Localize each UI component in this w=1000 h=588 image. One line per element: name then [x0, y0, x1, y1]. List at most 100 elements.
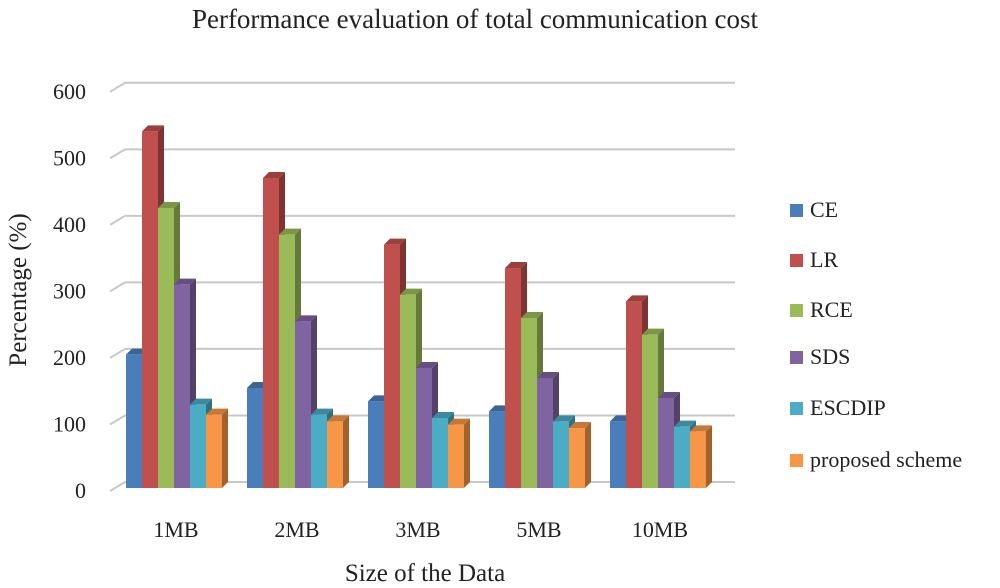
legend: CE LR RCE SDS ESCDIP proposed scheme: [790, 197, 962, 472]
bar-side: [585, 422, 591, 488]
bar-front: [126, 354, 142, 488]
bar-top: [295, 315, 317, 322]
bar-front: [190, 404, 206, 488]
y-tick-label: 600: [53, 79, 86, 104]
bar-front: [553, 421, 569, 488]
bar-top: [384, 238, 406, 245]
x-tick-label: 5MB: [516, 517, 561, 542]
gridline-depth: [109, 215, 126, 226]
bar-front: [521, 318, 537, 488]
bar-top: [505, 262, 527, 268]
legend-item: proposed scheme: [790, 447, 962, 472]
bar-front: [311, 414, 327, 488]
bar-top: [626, 295, 648, 302]
bar-top: [690, 425, 712, 432]
bar-front: [158, 208, 174, 488]
bar: [690, 425, 712, 488]
y-tick-label: 100: [53, 411, 86, 436]
bar-top: [416, 362, 438, 368]
bar-top: [158, 202, 180, 208]
y-tick-label: 400: [53, 212, 86, 237]
bar-front: [674, 426, 690, 488]
gridline-depth: [109, 281, 126, 293]
bar-top: [311, 408, 333, 415]
bar-top: [521, 312, 543, 318]
legend-swatch: [790, 351, 803, 364]
bar-side: [706, 425, 712, 488]
bar-front: [206, 414, 222, 488]
x-tick-label: 10MB: [632, 517, 688, 542]
y-tick-label: 0: [75, 478, 86, 503]
legend-label: proposed scheme: [810, 447, 962, 472]
bar-top: [279, 228, 301, 235]
y-tick-label: 200: [53, 345, 86, 370]
x-axis-ticks: 1MB 2MB 3MB 5MB 10MB: [153, 517, 688, 542]
bar-top: [642, 328, 664, 335]
legend-swatch: [790, 454, 803, 467]
bar-front: [505, 268, 521, 488]
bar: [448, 418, 470, 488]
legend-item: ESCDIP: [790, 395, 886, 420]
legend-label: LR: [810, 247, 838, 272]
bar-top: [206, 408, 228, 415]
legend-swatch: [790, 304, 803, 317]
bar-top: [569, 422, 591, 428]
gridline-depth: [109, 481, 126, 492]
bar-front: [416, 368, 432, 488]
y-axis-ticks: 0 100 200 300 400 500 600: [53, 79, 86, 503]
bar-front: [142, 131, 158, 489]
chart-title: Performance evaluation of total communic…: [192, 4, 759, 34]
bar-front: [432, 418, 448, 488]
y-tick-label: 300: [53, 278, 86, 303]
legend-item: LR: [790, 247, 838, 272]
legend-item: CE: [790, 197, 838, 222]
bar-front: [400, 294, 416, 488]
bar-top: [263, 172, 285, 178]
gridline-depth: [109, 81, 126, 93]
bar-front: [247, 388, 263, 488]
bar-front: [610, 421, 626, 488]
bar-front: [174, 284, 190, 488]
gridline-depth: [109, 348, 126, 359]
y-tick-label: 500: [53, 145, 86, 170]
bars: [126, 125, 712, 489]
bar-top: [553, 415, 575, 422]
x-axis-label: Size of the Data: [345, 560, 505, 587]
legend-label: CE: [810, 197, 838, 222]
bar-side: [464, 418, 470, 488]
bar-top: [448, 418, 470, 425]
legend-label: RCE: [810, 297, 853, 322]
bar: [206, 408, 228, 488]
bar-top: [174, 278, 196, 285]
legend-label: ESCDIP: [810, 395, 886, 420]
bar-front: [489, 411, 505, 488]
bar-front: [642, 334, 658, 488]
bar-top: [142, 125, 164, 132]
legend-item: RCE: [790, 297, 853, 322]
bar-top: [658, 392, 680, 398]
bar-front: [263, 178, 279, 488]
bar-front: [279, 234, 295, 488]
bar-front: [327, 421, 343, 488]
bar-front: [384, 244, 400, 488]
bar-side: [343, 415, 349, 488]
legend-label: SDS: [810, 344, 850, 369]
bar-front: [295, 321, 311, 488]
bar-front: [658, 398, 674, 488]
x-tick-label: 3MB: [395, 517, 440, 542]
bar: [569, 422, 591, 488]
bar-top: [537, 372, 559, 378]
y-axis-label: Percentage (%): [5, 213, 32, 366]
legend-swatch: [790, 254, 803, 267]
gridline-depth: [109, 148, 126, 160]
bar-front: [368, 401, 384, 488]
bar-front: [448, 424, 464, 488]
x-tick-label: 1MB: [153, 517, 198, 542]
bar-front: [569, 428, 585, 488]
legend-swatch: [790, 402, 803, 415]
bar-front: [690, 431, 706, 488]
bar-top: [674, 420, 696, 427]
legend-swatch: [790, 204, 803, 217]
bar-top: [190, 398, 212, 405]
